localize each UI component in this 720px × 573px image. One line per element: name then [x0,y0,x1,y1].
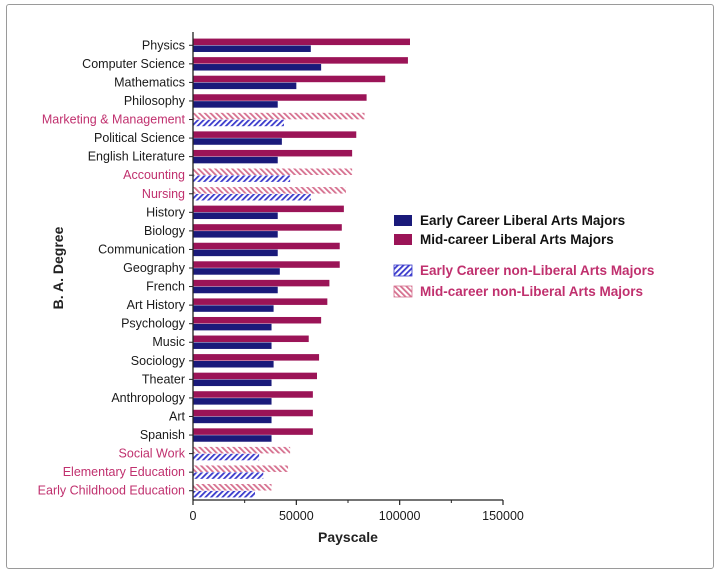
y-tick-label: Physics [142,38,185,52]
bar-mid-career [193,149,353,157]
bar-early-career [193,453,260,461]
bar-mid-career [193,224,342,231]
bar-mid-career [193,335,309,343]
y-tick-label: Psychology [121,317,186,331]
bar-mid-career [193,316,322,324]
legend-label: Mid-career Liberal Arts Majors [420,232,614,247]
y-tick-label: Political Science [94,131,185,145]
x-tick-label: 100000 [379,509,421,523]
bar-early-career [193,416,272,424]
y-tick-label: Computer Science [82,57,185,71]
y-tick-label: Communication [98,242,185,256]
bar-early-career [193,231,278,238]
bar-mid-career [193,205,344,213]
bar-early-career [193,490,255,498]
bar-mid-career [193,168,353,175]
y-tick-label: History [146,205,186,219]
legend-label: Early Career Liberal Arts Majors [420,213,625,228]
y-tick-label: Theater [142,372,185,386]
bar-early-career [193,268,280,275]
bar-mid-career [193,187,346,194]
bar-early-career [193,175,291,182]
bar-early-career [193,138,282,145]
legend-label: Mid-career non-Liberal Arts Majors [420,284,643,299]
bar-mid-career [193,242,340,250]
bar-early-career [193,193,311,201]
y-tick-label: Elementary Education [63,465,185,479]
y-tick-label: Early Childhood Education [38,484,185,498]
bar-mid-career [193,75,386,83]
bar-mid-career [193,94,367,101]
x-tick-label: 50000 [279,509,314,523]
bar-early-career [193,156,278,164]
bar-mid-career [193,57,408,64]
axes: B. A. Degree Payscale Physics Computer Sc… [38,32,524,545]
bar-mid-career [193,38,410,46]
y-tick-label: Spanish [140,428,185,442]
bar-mid-career [193,428,313,435]
legend-swatch [394,234,412,245]
bar-mid-career [193,279,330,287]
x-tick-label: 0 [190,509,197,523]
bar-early-career [193,212,278,220]
bar-mid-career [193,465,289,472]
bar-mid-career [193,484,272,491]
bar-early-career [193,64,322,71]
bar-early-career [193,249,278,257]
bar-early-career [193,305,274,312]
y-tick-label: Marketing & Management [42,113,186,127]
y-tick-label: French [146,280,185,294]
bar-mid-career [193,409,313,417]
y-tick-label: Philosophy [124,94,186,108]
bar-early-career [193,101,278,108]
plot-area [193,38,410,498]
legend-swatch [393,285,413,298]
bar-mid-career [193,298,328,305]
y-tick-label: Music [152,335,185,349]
legend: Early Career Liberal Arts Majors Mid-care… [393,213,654,299]
y-tick-label: Geography [123,261,186,275]
y-axis-label: B. A. Degree [50,226,66,309]
bar-mid-career [193,261,340,268]
legend-swatch [394,215,412,226]
bar-mid-career [193,446,291,454]
y-tick-label: Nursing [142,187,185,201]
y-tick-label: Art History [127,298,186,312]
y-tick-label: English Literature [88,150,185,164]
y-tick-label: Anthropology [111,391,185,405]
bar-mid-career [193,372,317,380]
bar-early-career [193,379,272,387]
y-tick-label: Accounting [123,168,185,182]
bar-early-career [193,45,311,52]
bar-mid-career [193,391,313,398]
bar-early-career [193,119,284,127]
legend-swatch [393,264,413,277]
y-tick-label: Sociology [131,354,186,368]
bar-early-career [193,342,272,349]
bar-early-career [193,82,297,90]
bar-early-career [193,472,264,479]
x-axis-label: Payscale [318,529,378,545]
y-tick-label: Social Work [119,447,186,461]
legend-label: Early Career non-Liberal Arts Majors [420,263,654,278]
bar-early-career [193,435,272,442]
y-tick-label: Mathematics [114,75,185,89]
bar-early-career [193,286,278,294]
bar-mid-career [193,354,320,361]
bar-early-career [193,361,274,368]
bar-mid-career [193,131,357,138]
bar-mid-career [193,112,365,120]
y-tick-label: Biology [144,224,186,238]
x-tick-label: 150000 [482,509,524,523]
y-tick-label: Art [169,409,186,423]
bar-early-career [193,398,272,405]
bar-early-career [193,323,272,331]
